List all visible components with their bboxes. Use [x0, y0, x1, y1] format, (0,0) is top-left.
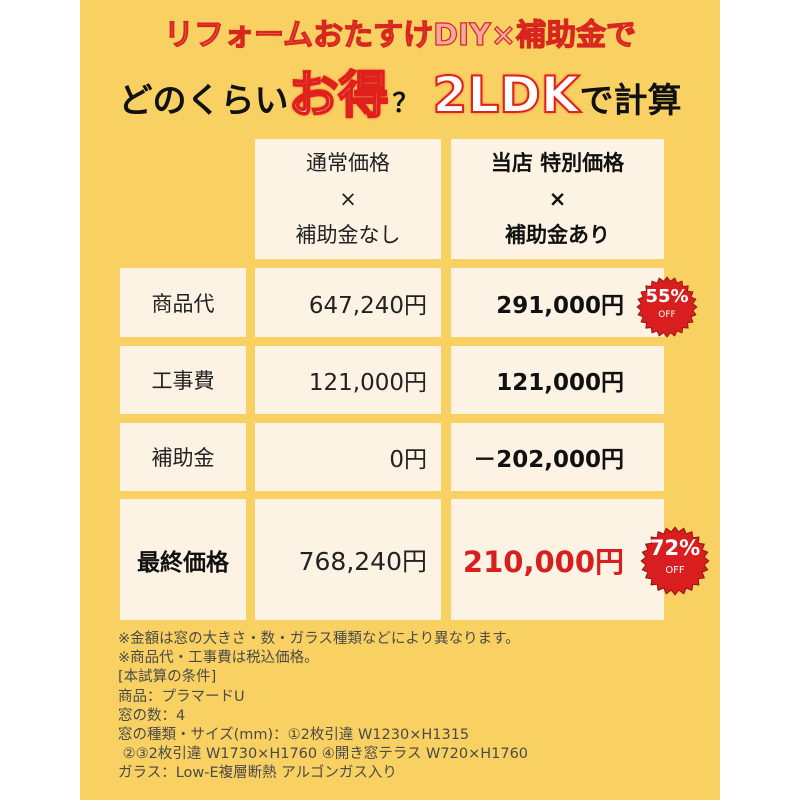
badge-off: OFF	[658, 310, 676, 320]
header-text: 当店 特別価格	[490, 151, 625, 175]
footnotes: ※金額は窓の大きさ・数・ガラス種類などにより異なります。 ※商品代・工事費は税込価…	[118, 630, 528, 784]
starburst-icon	[640, 526, 710, 596]
badge-percent: 72%	[649, 536, 701, 560]
special-product-cost: 291,000円	[451, 268, 664, 337]
header-text: 補助金なし	[295, 223, 401, 247]
normal-subsidy: 0円	[255, 423, 441, 491]
headline-line1: リフォームおたすけDIY×補助金で	[163, 17, 637, 53]
note-line: [本試算の条件]	[118, 669, 217, 686]
row-label-construction: 工事費	[120, 346, 246, 414]
headline-line2: どのくらいお得？ 2LDKで計算	[0, 55, 800, 127]
row-label-subsidy: 補助金	[120, 423, 246, 491]
row-label-product: 商品代	[120, 268, 246, 337]
special-subsidy: －202,000円	[451, 423, 664, 491]
header-normal-price: 通常価格 × 補助金なし	[255, 139, 441, 259]
note-line: ※商品代・工事費は税込価格。	[118, 650, 319, 667]
note-line: 窓の種類・サイズ(mm)：①2枚引違 W1230×H1315	[118, 727, 470, 744]
headline-highlight: お得	[288, 65, 390, 125]
badge-percent: 55%	[645, 286, 689, 307]
note-line: 窓の数：4	[118, 707, 186, 724]
header-special-price: 当店 特別価格 × 補助金あり	[451, 139, 664, 259]
discount-badge-product: 55% OFF	[636, 276, 698, 338]
discount-badge-final: 72% OFF	[640, 526, 710, 596]
special-final-price: 210,000円	[451, 499, 664, 620]
note-line: ガラス：Low-E複層断熱 アルゴンガス入り	[118, 765, 397, 782]
note-line: ②③2枚引違 W1730×H1760 ④開き窓テラス W720×H1760	[118, 746, 529, 763]
row-label-final: 最終価格	[120, 499, 246, 620]
headline-layout: 2LDK	[432, 65, 581, 125]
normal-final-price: 768,240円	[255, 499, 441, 620]
headline-text: どのくらい	[118, 81, 289, 121]
badge-off: OFF	[665, 565, 685, 576]
header-text: 通常価格	[306, 151, 390, 175]
starburst-icon	[636, 276, 698, 338]
special-construction-cost: 121,000円	[451, 346, 664, 414]
header-text: ×	[548, 187, 567, 211]
note-line: ※金額は窓の大きさ・数・ガラス種類などにより異なります。	[118, 631, 520, 647]
header-text: ×	[339, 187, 357, 211]
normal-product-cost: 647,240円	[255, 268, 441, 337]
normal-construction-cost: 121,000円	[255, 346, 441, 414]
note-line: 商品：プラマードU	[118, 688, 245, 705]
headline-text-end: で計算	[579, 81, 682, 121]
headline-question: ？	[392, 89, 419, 119]
header-text: 補助金あり	[505, 223, 610, 247]
